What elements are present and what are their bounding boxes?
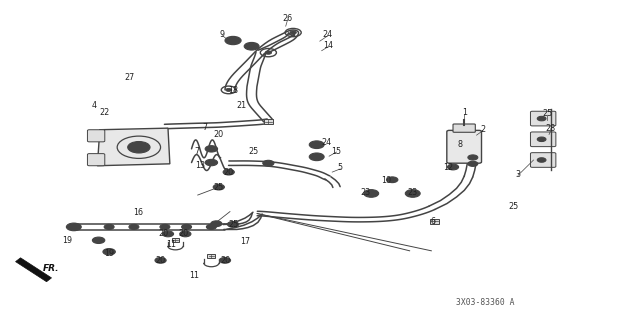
- Text: 28: 28: [546, 124, 556, 133]
- Circle shape: [93, 237, 105, 244]
- Circle shape: [309, 153, 324, 161]
- Text: 21: 21: [236, 101, 246, 110]
- Circle shape: [226, 88, 232, 92]
- Circle shape: [205, 146, 217, 152]
- Text: 11: 11: [189, 271, 199, 280]
- Circle shape: [129, 224, 139, 229]
- Circle shape: [468, 155, 478, 160]
- Text: 5: 5: [338, 164, 343, 172]
- Circle shape: [219, 258, 230, 263]
- Circle shape: [265, 51, 271, 54]
- Circle shape: [263, 160, 274, 166]
- FancyBboxPatch shape: [171, 238, 179, 242]
- Circle shape: [179, 231, 191, 237]
- Circle shape: [205, 159, 217, 166]
- Text: 17: 17: [240, 237, 250, 246]
- Circle shape: [290, 31, 296, 34]
- Text: 23: 23: [360, 188, 370, 197]
- Text: 7: 7: [194, 147, 199, 156]
- Text: 25: 25: [248, 147, 258, 156]
- Text: 6: 6: [431, 217, 436, 226]
- Text: 7: 7: [202, 123, 208, 132]
- Text: 19: 19: [104, 249, 114, 258]
- Text: 24: 24: [323, 30, 333, 39]
- FancyBboxPatch shape: [530, 153, 556, 167]
- Polygon shape: [97, 128, 170, 166]
- Circle shape: [537, 137, 546, 141]
- Text: 24: 24: [321, 138, 331, 147]
- Circle shape: [364, 190, 379, 197]
- Text: 12: 12: [443, 163, 453, 172]
- Text: 19: 19: [63, 236, 73, 245]
- Circle shape: [213, 184, 224, 190]
- Circle shape: [227, 221, 238, 227]
- Circle shape: [103, 249, 116, 255]
- Text: 23: 23: [407, 188, 418, 197]
- Text: 1: 1: [461, 108, 466, 117]
- Circle shape: [155, 258, 166, 263]
- Text: 14: 14: [323, 41, 333, 51]
- Circle shape: [66, 223, 81, 231]
- FancyBboxPatch shape: [447, 130, 481, 163]
- FancyBboxPatch shape: [88, 154, 105, 166]
- Circle shape: [406, 190, 420, 197]
- Circle shape: [211, 221, 222, 227]
- Text: 20: 20: [158, 229, 168, 238]
- Text: FR.: FR.: [43, 264, 60, 273]
- Circle shape: [223, 169, 234, 175]
- Circle shape: [128, 141, 150, 153]
- Text: 25: 25: [509, 202, 519, 211]
- Text: 13: 13: [195, 161, 205, 170]
- Circle shape: [160, 224, 170, 229]
- Circle shape: [537, 158, 546, 162]
- Circle shape: [244, 43, 259, 50]
- Circle shape: [225, 36, 241, 45]
- FancyBboxPatch shape: [263, 119, 273, 124]
- Circle shape: [468, 161, 478, 166]
- Text: 20: 20: [214, 130, 224, 139]
- Circle shape: [387, 177, 398, 183]
- Text: 11: 11: [166, 240, 176, 249]
- Text: 3: 3: [515, 170, 520, 179]
- Text: 15: 15: [332, 147, 342, 156]
- Polygon shape: [16, 258, 52, 282]
- Text: 26: 26: [283, 14, 292, 23]
- Text: 22: 22: [99, 108, 110, 117]
- Text: 25: 25: [228, 220, 238, 229]
- Circle shape: [537, 116, 546, 121]
- Text: 9: 9: [220, 30, 225, 39]
- Text: 4: 4: [91, 101, 96, 110]
- Text: 18: 18: [228, 86, 238, 95]
- Text: 3X03-83360 A: 3X03-83360 A: [456, 298, 515, 307]
- Text: 8: 8: [458, 140, 463, 149]
- Text: 27: 27: [124, 73, 135, 82]
- Circle shape: [309, 141, 324, 148]
- Circle shape: [163, 231, 173, 237]
- Circle shape: [206, 224, 216, 229]
- FancyBboxPatch shape: [453, 124, 475, 132]
- Text: 16: 16: [134, 208, 143, 217]
- FancyBboxPatch shape: [207, 254, 215, 258]
- Text: 20: 20: [220, 256, 230, 265]
- Circle shape: [181, 224, 191, 229]
- Text: 25: 25: [214, 183, 224, 192]
- FancyBboxPatch shape: [530, 111, 556, 126]
- Text: 20: 20: [155, 256, 166, 265]
- Text: 20: 20: [224, 168, 233, 177]
- Circle shape: [104, 224, 114, 229]
- Text: 20: 20: [178, 229, 189, 238]
- FancyBboxPatch shape: [530, 132, 556, 147]
- FancyBboxPatch shape: [430, 219, 439, 224]
- Circle shape: [448, 164, 458, 170]
- Text: 2: 2: [480, 125, 486, 134]
- Text: 25: 25: [542, 109, 552, 118]
- FancyBboxPatch shape: [88, 130, 105, 142]
- Text: 10: 10: [381, 176, 391, 185]
